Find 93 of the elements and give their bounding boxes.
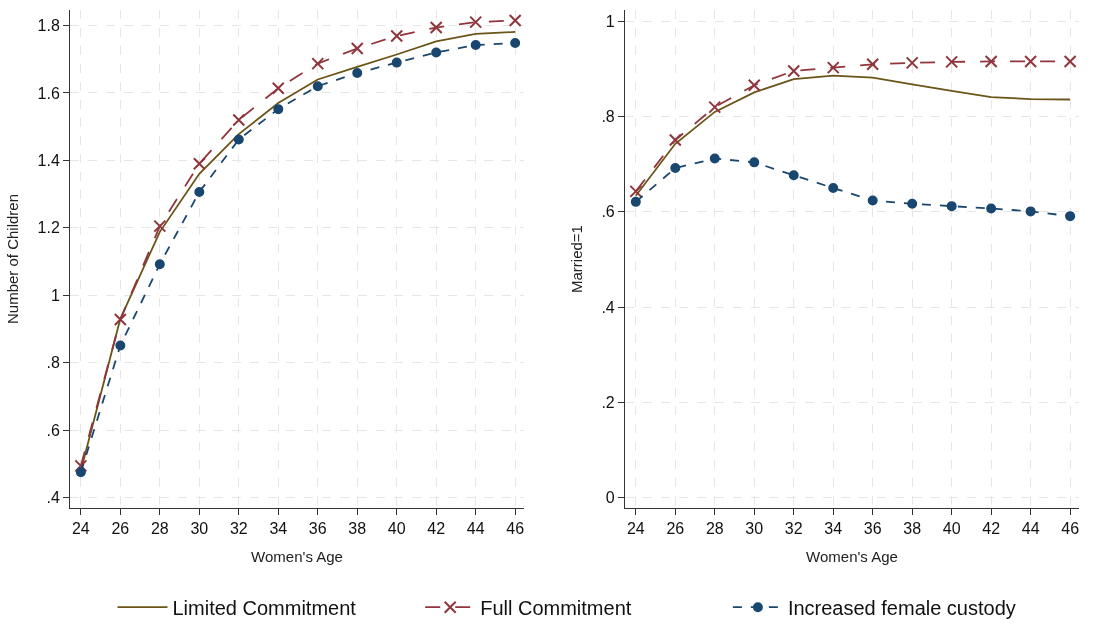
x-tick-label: 32 (229, 520, 248, 538)
y-tick-label: .2 (601, 393, 615, 411)
x-tick-label: 36 (308, 520, 327, 538)
x-tick-label: 46 (506, 520, 525, 538)
y-tick-label: 1.8 (37, 17, 60, 35)
x-tick-label: 26 (666, 520, 685, 538)
x-tick-label: 44 (466, 520, 485, 538)
point (352, 68, 363, 79)
y-tick-label: 0 (605, 489, 615, 507)
point (709, 153, 720, 164)
point (232, 113, 246, 127)
y-tick-label: 1.2 (37, 219, 60, 237)
point (1024, 54, 1038, 68)
y-axis-title: Married=1 (567, 225, 585, 293)
y-tick-label: .8 (601, 108, 615, 126)
point (510, 38, 521, 49)
x-tick-label: 28 (150, 520, 169, 538)
point (1065, 211, 1076, 222)
point (153, 219, 167, 233)
point (115, 340, 126, 351)
x-tick-label: 30 (190, 520, 209, 538)
point (391, 57, 402, 68)
x-tick-label: 46 (1061, 520, 1080, 538)
y-tick-label: 1.6 (37, 84, 60, 102)
x-tick-label: 44 (1021, 520, 1040, 538)
point (113, 313, 127, 327)
point (629, 184, 643, 198)
point (311, 57, 325, 71)
point (749, 157, 760, 168)
y-tick-label: 1.4 (37, 151, 60, 169)
x-tick-label: 26 (111, 520, 130, 538)
x-tick-label: 34 (269, 520, 288, 538)
x-tick-label: 42 (427, 520, 446, 538)
point (1063, 54, 1077, 68)
point (74, 459, 88, 473)
x-tick-label: 32 (784, 520, 803, 538)
x-tick-label: 42 (982, 520, 1001, 538)
point (708, 100, 722, 114)
x-axis-title: Women's Age (806, 548, 898, 566)
y-tick-label: .6 (46, 421, 60, 439)
y-tick-label: .8 (46, 354, 60, 372)
point (350, 41, 364, 55)
point (273, 104, 284, 115)
point (984, 54, 998, 68)
point (630, 196, 641, 207)
y-tick-label: .4 (46, 489, 60, 507)
point (431, 47, 442, 58)
legend-label: Limited Commitment (172, 596, 357, 619)
x-tick-label: 40 (387, 520, 406, 538)
point (233, 134, 244, 145)
point (907, 198, 918, 209)
legend-label: Increased female custody (787, 596, 1016, 619)
x-tick-label: 38 (903, 520, 922, 538)
point (787, 64, 801, 78)
point (986, 203, 997, 214)
point (390, 29, 404, 43)
x-tick-label: 34 (824, 520, 843, 538)
y-tick-label: .6 (601, 203, 615, 221)
point (826, 61, 840, 75)
point (469, 15, 483, 29)
point (788, 170, 799, 181)
y-tick-label: 1 (50, 286, 60, 304)
point (945, 55, 959, 69)
point (668, 133, 682, 147)
x-tick-label: 30 (745, 520, 764, 538)
y-tick-label: 1 (605, 13, 615, 31)
x-tick-label: 28 (705, 520, 724, 538)
point (192, 157, 206, 171)
point (271, 81, 285, 95)
y-tick-label: .4 (601, 298, 615, 316)
point (1025, 206, 1036, 217)
x-tick-label: 24 (626, 520, 645, 538)
x-tick-label: 24 (71, 520, 90, 538)
point (946, 201, 957, 212)
y-axis-title: Number of Children (3, 193, 21, 325)
point (312, 81, 323, 92)
point (867, 195, 878, 206)
x-tick-label: 36 (863, 520, 882, 538)
x-tick-label: 38 (348, 520, 367, 538)
point (470, 40, 481, 51)
point (828, 183, 839, 194)
point (866, 57, 880, 71)
point (194, 187, 205, 198)
legend-label: Full Commitment (480, 596, 632, 619)
point (154, 259, 165, 270)
point (508, 13, 522, 27)
point (905, 56, 919, 70)
point (747, 78, 761, 92)
point (429, 21, 443, 35)
x-axis-title: Women's Age (251, 548, 343, 566)
x-tick-label: 40 (942, 520, 961, 538)
point (75, 467, 86, 478)
point (670, 163, 681, 174)
